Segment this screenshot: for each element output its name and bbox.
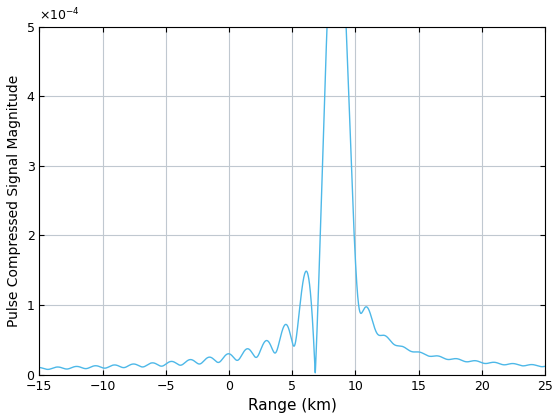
X-axis label: Range (km): Range (km)	[248, 398, 337, 413]
Text: $\times10^{-4}$: $\times10^{-4}$	[39, 7, 80, 23]
Y-axis label: Pulse Compressed Signal Magnitude: Pulse Compressed Signal Magnitude	[7, 75, 21, 327]
